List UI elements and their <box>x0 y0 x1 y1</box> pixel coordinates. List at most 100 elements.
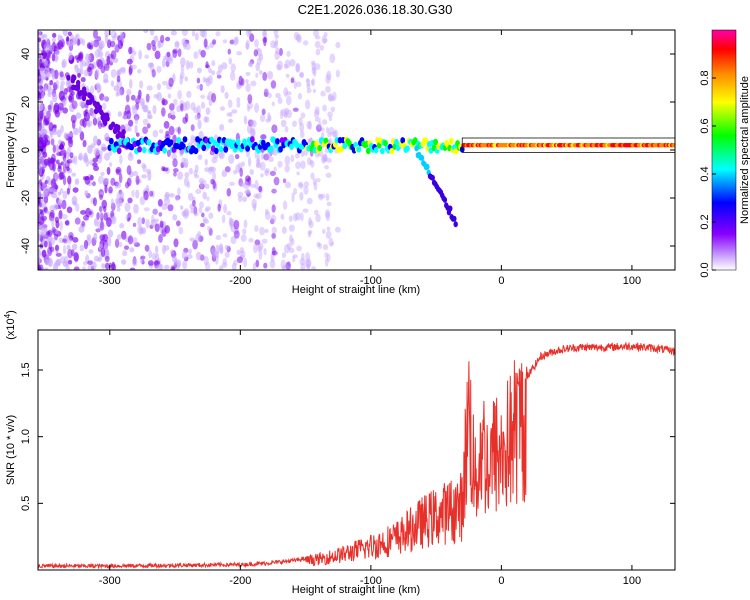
noise-speck <box>325 172 332 178</box>
noise-speck <box>264 228 269 234</box>
colorbar-tick-label: 0.2 <box>699 214 711 229</box>
noise-speck <box>280 119 287 128</box>
snr-xlabel: Height of straight line (km) <box>292 584 420 596</box>
noise-speck <box>299 258 306 266</box>
noise-speck <box>93 39 100 48</box>
noise-speck <box>101 199 108 209</box>
noise-speck <box>43 42 50 53</box>
noise-speck <box>63 132 68 140</box>
noise-speck <box>202 191 207 200</box>
noise-speck <box>285 73 290 79</box>
noise-speck <box>110 202 116 211</box>
noise-speck <box>321 154 328 163</box>
noise-speck <box>52 188 58 196</box>
noise-speck <box>86 234 92 240</box>
noise-speck <box>299 71 304 79</box>
noise-speck <box>96 85 101 94</box>
noise-speck <box>221 214 226 224</box>
noise-speck <box>313 30 320 37</box>
noise-speck <box>84 175 91 185</box>
noise-speck <box>324 165 329 170</box>
noise-speck <box>38 200 41 206</box>
noise-speck <box>133 242 141 248</box>
noise-speck <box>84 111 90 122</box>
carrier-mark <box>176 137 182 144</box>
noise-speck <box>106 39 112 49</box>
noise-speck <box>142 118 149 126</box>
noise-speck <box>171 153 178 160</box>
noise-speck <box>237 162 242 172</box>
noise-speck <box>275 93 281 99</box>
noise-speck <box>47 246 53 257</box>
noise-speck <box>228 57 233 65</box>
noise-speck <box>297 181 304 188</box>
noise-speck <box>208 98 213 107</box>
noise-speck <box>305 258 312 268</box>
noise-speck <box>290 77 295 84</box>
noise-speck <box>159 34 165 44</box>
noise-speck <box>284 181 292 189</box>
carrier-mark <box>405 145 410 152</box>
noise-speck <box>99 220 105 231</box>
noise-speck <box>277 97 283 105</box>
noise-speck <box>168 77 174 88</box>
noise-speck <box>55 159 60 164</box>
noise-speck <box>330 95 335 102</box>
noise-speck <box>254 239 261 246</box>
noise-speck <box>51 129 58 136</box>
noise-speck <box>135 132 140 137</box>
noise-speck <box>52 144 57 153</box>
noise-speck <box>46 118 50 125</box>
noise-speck <box>275 47 281 55</box>
noise-speck <box>200 94 206 99</box>
noise-speck <box>243 115 248 125</box>
noise-speck <box>312 178 317 186</box>
noise-speck <box>66 187 71 195</box>
noise-speck <box>273 41 278 49</box>
noise-speck <box>169 110 176 116</box>
noise-speck <box>106 166 111 175</box>
noise-speck <box>173 238 179 248</box>
secondary-trace-mark <box>425 163 430 170</box>
noise-speck <box>61 60 66 69</box>
noise-speck <box>264 168 270 174</box>
noise-speck <box>290 237 295 246</box>
noise-speck <box>41 73 47 80</box>
noise-speck <box>293 31 299 41</box>
noise-speck <box>117 111 123 117</box>
noise-speck <box>290 154 295 163</box>
noise-speck <box>217 203 221 212</box>
noise-speck <box>66 244 71 251</box>
noise-speck <box>306 88 312 94</box>
noise-speck <box>47 187 54 193</box>
noise-speck <box>164 224 171 234</box>
secondary-trace-mark <box>448 205 453 212</box>
noise-speck <box>255 259 260 268</box>
noise-speck <box>142 126 149 134</box>
noise-speck <box>138 49 143 60</box>
noise-speck <box>127 212 132 221</box>
noise-speck <box>172 214 178 221</box>
noise-speck <box>296 245 302 252</box>
noise-speck <box>190 207 195 214</box>
noise-speck <box>321 131 325 140</box>
noise-speck <box>205 206 211 212</box>
noise-speck <box>220 106 226 111</box>
noise-speck <box>180 57 186 67</box>
noise-speck <box>302 40 309 46</box>
noise-speck <box>129 267 136 270</box>
noise-speck <box>325 85 331 93</box>
noise-speck <box>229 218 235 226</box>
noise-speck <box>308 229 313 235</box>
noise-speck <box>55 220 60 229</box>
noise-speck <box>175 220 181 227</box>
noise-speck <box>221 262 228 268</box>
noise-speck <box>88 249 94 254</box>
noise-speck <box>211 60 216 67</box>
noise-speck <box>324 252 329 258</box>
noise-speck <box>173 98 178 106</box>
noise-speck <box>102 96 108 101</box>
noise-speck <box>204 183 210 190</box>
noise-speck <box>73 127 79 136</box>
noise-speck <box>255 72 259 78</box>
